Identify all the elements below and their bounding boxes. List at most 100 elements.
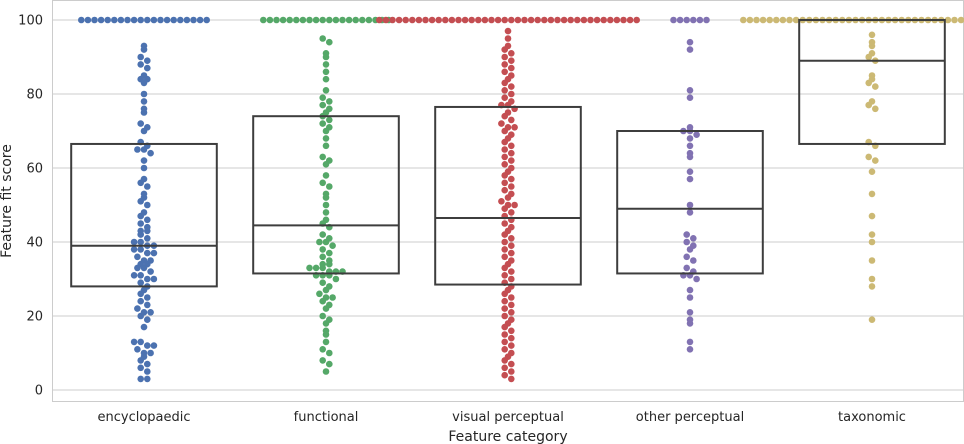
data-point [144,16,151,24]
data-point [475,16,482,24]
data-point [508,294,515,301]
data-point [144,316,151,324]
data-point [501,179,509,187]
data-point [144,227,151,235]
data-point [501,297,509,305]
data-point [865,101,872,109]
data-point [468,16,476,24]
data-point [746,16,754,24]
data-point [332,16,340,24]
data-point [322,368,330,375]
data-point [511,201,518,209]
data-point [140,98,148,105]
data-point [508,83,515,90]
data-point [137,364,144,372]
data-point [137,272,144,279]
data-point [501,371,509,379]
data-point [868,31,876,39]
data-point [514,16,522,24]
data-point [322,209,330,216]
data-point [676,16,684,24]
data-point [140,264,148,272]
data-point [498,120,505,127]
data-point [686,320,694,327]
data-point [740,16,747,24]
data-point [494,16,502,24]
y-tick-label: 0 [35,384,43,399]
data-point [322,127,330,135]
data-point [508,268,515,275]
data-point [501,338,509,346]
data-point [686,201,694,209]
data-point [147,268,154,275]
box-0 [70,142,218,288]
data-point [134,264,141,272]
data-point [319,246,327,253]
data-point [359,16,366,24]
data-point [600,16,607,24]
data-point [319,153,327,161]
data-point [683,16,690,24]
data-point [137,61,144,68]
data-point [322,331,330,338]
data-point [508,175,515,183]
data-point [508,90,515,98]
x-tick-label: taxonomic [838,410,906,425]
data-point [504,27,512,35]
data-point [779,16,787,24]
data-point [322,338,330,346]
data-point [316,238,323,246]
data-point [508,16,515,24]
boxes [70,19,946,288]
data-point [547,16,555,24]
data-point [686,286,694,294]
data-point [587,16,594,24]
data-point [872,105,879,113]
data-point [352,16,360,24]
x-tick-label: encyclopaedic [97,410,190,425]
data-point [868,257,876,264]
data-point [508,342,515,349]
data-point [130,272,138,279]
data-point [686,309,694,316]
data-point [319,346,327,353]
data-point [322,194,330,201]
data-point [140,164,148,172]
data-point [326,360,333,368]
data-point [150,275,158,283]
data-point [144,183,151,190]
data-point [144,375,151,383]
data-point [501,53,509,61]
data-point [322,320,330,327]
data-point [753,16,760,24]
data-point [144,64,151,72]
data-point [508,235,515,242]
data-point [322,68,330,76]
data-point [137,375,144,383]
data-point [773,16,780,24]
data-point [508,275,515,283]
data-point [134,346,141,353]
data-point [865,153,872,161]
data-point [865,53,872,61]
data-point [117,16,125,24]
data-point [326,260,333,268]
data-point [686,175,694,183]
data-point [670,16,677,24]
data-point [147,349,154,357]
data-point [690,235,697,242]
data-point [521,16,528,24]
data-point [951,16,958,24]
data-point [319,120,327,127]
data-point [686,338,694,346]
data-point [501,87,509,94]
data-point [868,275,876,283]
data-point [130,246,138,253]
data-point [137,16,144,24]
data-point [501,331,509,338]
data-point [683,264,690,272]
data-point [690,257,697,264]
data-point [319,35,327,42]
data-point [686,346,694,353]
data-point [137,238,144,246]
